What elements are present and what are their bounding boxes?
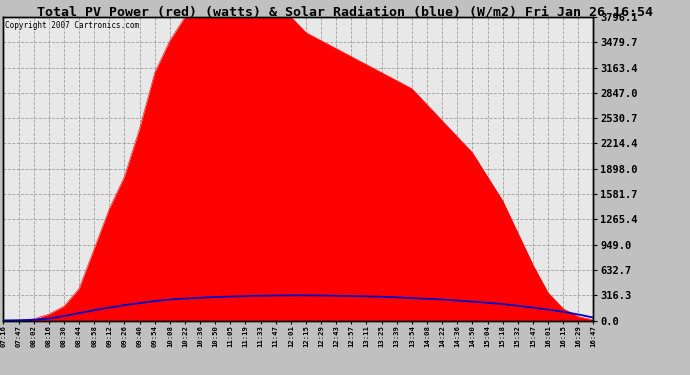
Text: Total PV Power (red) (watts) & Solar Radiation (blue) (W/m2) Fri Jan 26 16:54: Total PV Power (red) (watts) & Solar Rad… [37, 6, 653, 19]
Text: Copyright 2007 Cartronics.com: Copyright 2007 Cartronics.com [5, 21, 139, 30]
